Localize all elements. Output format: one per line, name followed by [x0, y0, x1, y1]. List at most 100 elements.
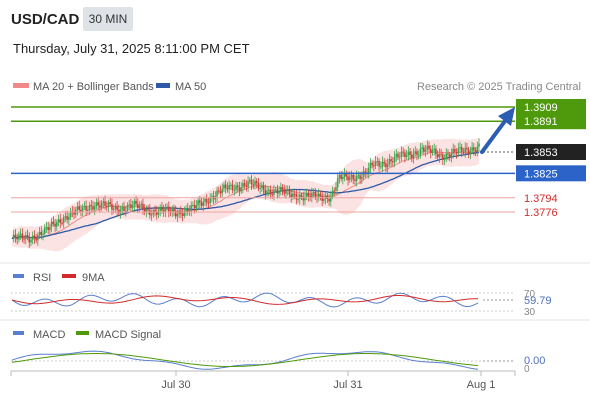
candle-body — [261, 185, 263, 188]
last-price-box — [516, 144, 586, 160]
candle-body — [442, 154, 444, 160]
candle-body — [314, 191, 317, 198]
price-panel: 1.3909 1.3891 1.3825 1.3794 1.3776 1.3853 — [11, 99, 586, 252]
candle-body — [428, 145, 430, 149]
candle-body — [47, 227, 49, 231]
candle-body — [416, 151, 418, 155]
candle-body — [33, 235, 36, 239]
candle-body — [128, 204, 130, 206]
candle-body — [398, 156, 401, 158]
candle-body — [200, 202, 203, 206]
candle-body — [350, 175, 353, 177]
candle-body — [293, 193, 296, 195]
candle-body — [45, 227, 48, 229]
candle-body — [164, 207, 167, 213]
candle-body — [328, 198, 330, 202]
candle-body — [123, 207, 125, 211]
candle-body — [76, 206, 79, 210]
candle-body — [209, 197, 211, 204]
rsi-line — [11, 292, 479, 308]
candle-body — [421, 147, 423, 149]
candle-body — [466, 147, 468, 150]
candle-body — [54, 223, 56, 227]
candle-body — [404, 152, 406, 158]
candle-body — [400, 151, 403, 157]
candle-body — [321, 195, 323, 201]
candle-body — [205, 198, 208, 203]
candle-body — [255, 180, 258, 183]
candle-body — [292, 193, 294, 198]
candle-body — [274, 189, 277, 191]
level-tag-label: 1.3794 — [524, 193, 558, 205]
candle-body — [88, 205, 91, 210]
candle-body — [83, 205, 86, 207]
last-price-label: 1.3853 — [524, 147, 558, 159]
candle-body — [443, 158, 446, 160]
candle-body — [460, 147, 463, 152]
candle-body — [273, 189, 275, 195]
candle-body — [90, 205, 93, 207]
candle-body — [390, 159, 392, 162]
candle-body — [309, 195, 311, 198]
candle-body — [269, 189, 272, 195]
candle-body — [186, 208, 189, 212]
candle-body — [192, 204, 194, 206]
candle-body — [61, 222, 63, 224]
candle-body — [230, 184, 232, 186]
candle-body — [93, 205, 96, 210]
candle-body — [478, 143, 480, 147]
candle-body — [97, 202, 99, 206]
candle-body — [100, 202, 103, 208]
candle-body — [312, 191, 315, 193]
forecast-arrow — [480, 107, 515, 154]
candle-body — [78, 206, 81, 210]
candle-body — [217, 190, 220, 192]
candle-body — [412, 153, 415, 159]
candle-body — [423, 147, 425, 152]
candle-body — [379, 166, 382, 168]
candle-body — [323, 198, 325, 201]
level-tag-label: 1.3776 — [524, 207, 558, 219]
candle-body — [174, 211, 177, 217]
candle-body — [59, 219, 62, 223]
candle-body — [257, 182, 260, 189]
candle-body — [340, 174, 342, 179]
ma20-legend-label: MA 20 + Bollinger Bands — [33, 81, 154, 93]
candle-body — [171, 208, 174, 213]
candle-body — [126, 205, 129, 211]
candle-body — [452, 148, 454, 154]
candle-body — [199, 200, 201, 203]
candle-body — [219, 191, 222, 194]
candle-body — [307, 192, 310, 196]
ma20-legend-swatch — [13, 83, 29, 88]
candle-body — [116, 206, 118, 210]
candle-body — [57, 219, 60, 223]
macd-signal-legend-swatch — [76, 331, 89, 335]
macd-line — [11, 350, 479, 370]
candle-body — [221, 188, 224, 194]
candle-body — [224, 184, 227, 188]
candle-body — [104, 201, 106, 206]
candle-body — [298, 194, 301, 200]
candle-body — [185, 208, 187, 211]
timeframe-button[interactable]: 30 MIN — [83, 7, 133, 31]
candle-body — [40, 231, 43, 235]
candle-body — [243, 183, 246, 186]
candle-body — [23, 238, 25, 240]
candle-body — [197, 200, 199, 206]
candle-body — [109, 202, 112, 205]
candle-body — [376, 161, 379, 163]
candle-body — [16, 237, 18, 240]
candle-body — [14, 234, 17, 238]
rsi-legend-swatch — [13, 274, 24, 278]
candle-body — [297, 199, 299, 201]
candle-body — [49, 226, 51, 231]
candle-body — [85, 205, 87, 211]
candle-body — [31, 235, 34, 240]
candle-body — [136, 203, 139, 209]
candle-body — [467, 149, 470, 154]
candle-body — [107, 202, 110, 207]
level-tag-label: 1.3891 — [524, 116, 558, 128]
candle-body — [173, 208, 175, 212]
